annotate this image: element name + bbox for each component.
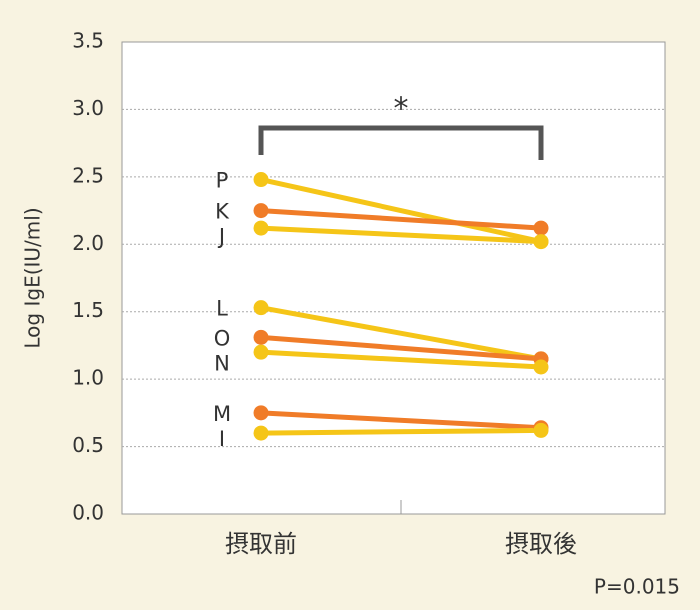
series-label: N [214,351,230,375]
point [253,300,269,316]
series-line [260,177,542,245]
point [253,172,269,188]
x-tick-label: 摂取後 [505,530,577,558]
y-axis-label: Log IgE(IU/ml) [21,207,45,348]
x-tick-label: 摂取前 [225,530,297,558]
series-label: M [213,402,231,426]
y-tick-label: 1.0 [72,366,104,390]
point [253,203,269,219]
point [533,422,549,438]
series-label: P [216,169,229,193]
y-tick-label: 3.0 [72,96,104,120]
series-label: K [215,200,230,224]
series-line [260,334,542,362]
series-line [260,225,542,245]
series-line [260,208,542,231]
y-tick-label: 3.5 [72,29,104,53]
significance-mark: * [394,92,409,127]
point [253,425,269,441]
series-line [260,349,542,370]
point [533,359,549,375]
p-value: P=0.015 [594,575,680,599]
plot-area [121,41,666,515]
series-label: L [216,297,228,321]
series-line [260,410,542,431]
y-tick-label: 2.0 [72,231,104,255]
y-tick-label: 0.5 [72,433,104,457]
point [253,344,269,360]
y-tick-label: 0.0 [72,501,104,525]
y-tick-label: 1.5 [72,298,104,322]
y-tick-label: 2.5 [72,163,104,187]
point [253,405,269,421]
series-line [260,305,542,362]
point [253,329,269,345]
series-label: O [214,326,231,350]
significance-bracket [258,125,544,160]
point [253,220,269,236]
series-label: I [219,427,225,451]
series-line [260,427,542,436]
series-label: J [217,225,225,249]
point [533,234,549,250]
point [533,220,549,236]
